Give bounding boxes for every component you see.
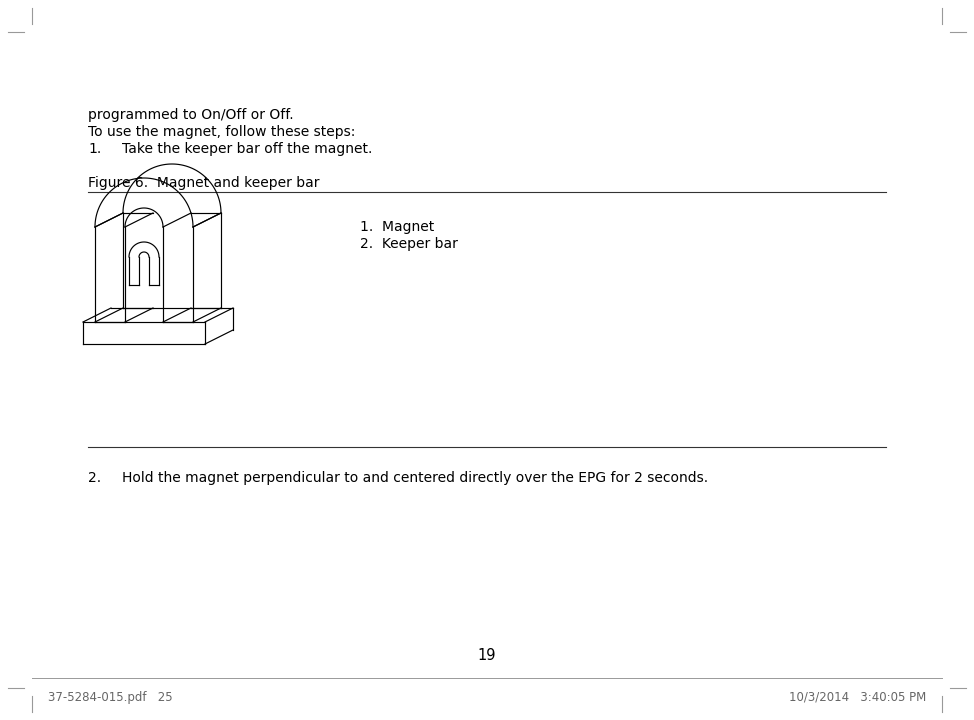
Text: 2.: 2. (88, 471, 101, 485)
Text: To use the magnet, follow these steps:: To use the magnet, follow these steps: (88, 125, 356, 139)
Text: 37-5284-015.pdf   25: 37-5284-015.pdf 25 (48, 691, 172, 704)
Text: Take the keeper bar off the magnet.: Take the keeper bar off the magnet. (122, 142, 372, 156)
Text: 19: 19 (478, 648, 496, 663)
Text: 1.  Magnet: 1. Magnet (360, 220, 434, 234)
Text: 1.: 1. (88, 142, 101, 156)
Text: programmed to On/Off or Off.: programmed to On/Off or Off. (88, 108, 293, 122)
Text: Figure 6.  Magnet and keeper bar: Figure 6. Magnet and keeper bar (88, 176, 319, 190)
Text: 2.  Keeper bar: 2. Keeper bar (360, 237, 458, 251)
Text: Hold the magnet perpendicular to and centered directly over the EPG for 2 second: Hold the magnet perpendicular to and cen… (122, 471, 708, 485)
Text: 10/3/2014   3:40:05 PM: 10/3/2014 3:40:05 PM (789, 691, 926, 704)
